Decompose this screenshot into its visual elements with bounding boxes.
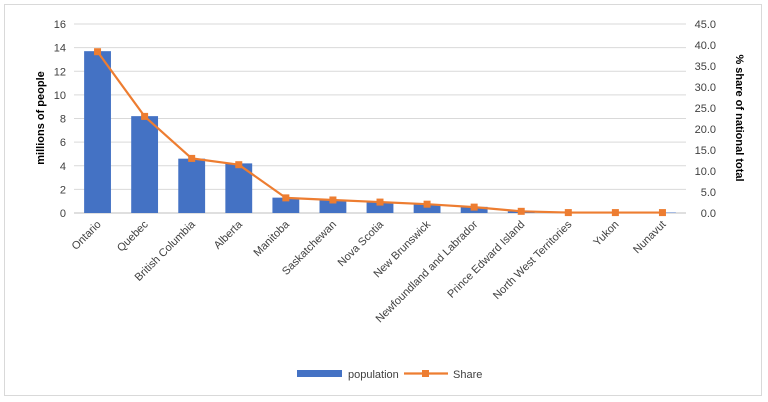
category-label: Quebec bbox=[115, 218, 151, 254]
left-tick-label: 14 bbox=[54, 43, 66, 55]
left-tick-label: 12 bbox=[54, 66, 66, 78]
share-marker-saskatchewan bbox=[329, 196, 337, 204]
share-marker-quebec bbox=[141, 112, 149, 120]
category-label: Prince Edward Island bbox=[445, 219, 527, 301]
legend-label-share: Share bbox=[453, 369, 482, 381]
share-marker-british-columbia bbox=[188, 154, 196, 162]
category-label: Ontario bbox=[70, 219, 104, 253]
category-label: Manitoba bbox=[251, 218, 292, 259]
right-tick-label: 45.0 bbox=[695, 19, 716, 31]
chart-frame bbox=[4, 4, 762, 396]
right-tick-label: 10.0 bbox=[695, 166, 716, 178]
share-marker-north-west-territories bbox=[564, 209, 572, 217]
left-axis-title: millions of people bbox=[35, 71, 47, 165]
share-marker-nunavut bbox=[658, 209, 666, 217]
share-marker-yukon bbox=[611, 209, 619, 217]
share-marker-alberta bbox=[235, 161, 243, 169]
category-label: Alberta bbox=[212, 218, 246, 252]
left-tick-label: 4 bbox=[60, 161, 66, 173]
bar-saskatchewan bbox=[319, 200, 347, 213]
right-axis-ticks: 0.0 5.0 10.0 15.0 20.0 25.0 30.0 35.0 40.0 45.0 bbox=[695, 19, 716, 220]
bar-british-columbia bbox=[178, 158, 206, 213]
left-tick-label: 10 bbox=[54, 90, 66, 102]
right-tick-label: 0.0 bbox=[701, 208, 716, 220]
right-tick-label: 25.0 bbox=[695, 103, 716, 115]
share-marker-manitoba bbox=[282, 194, 290, 202]
left-tick-label: 2 bbox=[60, 184, 66, 196]
left-axis-ticks: 0 2 4 6 8 10 12 14 16 bbox=[54, 19, 66, 220]
legend: population Share bbox=[297, 369, 482, 381]
bar-nova-scotia bbox=[366, 202, 394, 213]
category-label: Nova Scotia bbox=[336, 218, 387, 269]
right-tick-label: 30.0 bbox=[695, 82, 716, 94]
share-marker-new-brunswick bbox=[423, 200, 431, 208]
right-tick-label: 5.0 bbox=[701, 187, 716, 199]
legend-swatch-population bbox=[297, 370, 342, 377]
left-tick-label: 0 bbox=[60, 208, 66, 220]
left-tick-label: 6 bbox=[60, 137, 66, 149]
bar-series bbox=[84, 51, 676, 214]
bar-ontario bbox=[84, 51, 111, 214]
category-label: North West Territories bbox=[491, 218, 575, 302]
bar-quebec bbox=[131, 116, 159, 213]
legend-swatch-share-marker bbox=[422, 370, 429, 377]
gridlines bbox=[74, 23, 686, 214]
share-marker-prince-edward-island bbox=[517, 207, 525, 215]
line-series bbox=[94, 48, 666, 217]
share-marker-newfoundland-and-labrador bbox=[470, 203, 478, 211]
category-label: Nunavut bbox=[631, 219, 668, 256]
category-label: Yukon bbox=[591, 219, 621, 249]
right-tick-label: 15.0 bbox=[695, 145, 716, 157]
bar-manitoba bbox=[272, 197, 300, 213]
left-tick-label: 16 bbox=[54, 19, 66, 31]
legend-label-population: population bbox=[348, 369, 399, 381]
bar-new-brunswick bbox=[413, 204, 441, 213]
left-tick-label: 8 bbox=[60, 114, 66, 126]
right-tick-label: 40.0 bbox=[695, 40, 716, 52]
right-axis-title: % share of national total bbox=[733, 54, 745, 181]
right-tick-label: 35.0 bbox=[695, 61, 716, 73]
share-marker-ontario bbox=[94, 48, 102, 56]
right-tick-label: 20.0 bbox=[695, 124, 716, 136]
share-marker-nova-scotia bbox=[376, 198, 384, 206]
